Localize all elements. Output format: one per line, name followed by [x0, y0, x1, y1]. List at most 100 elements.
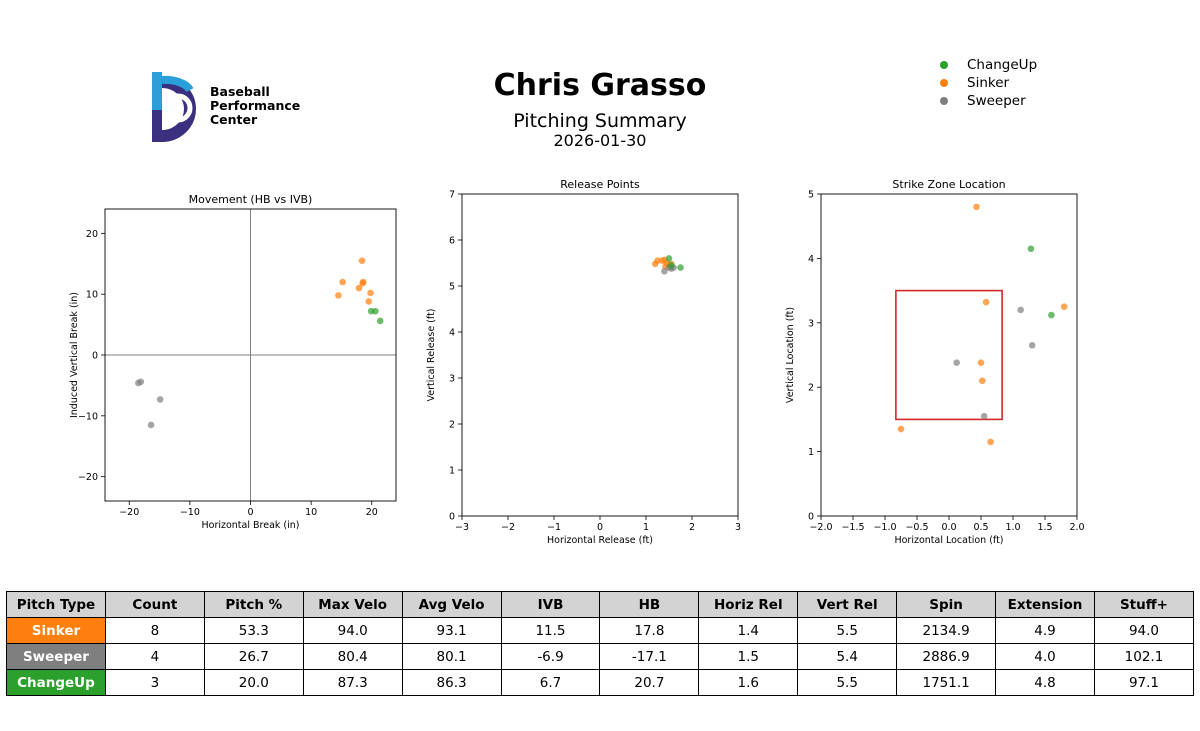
y-tick-label: 6: [449, 236, 455, 247]
legend-item-sinker: Sinker: [940, 74, 1037, 92]
x-tick-label: 1.0: [1005, 522, 1020, 533]
logo-line2: Performance: [210, 98, 300, 113]
cell-ivb: 6.7: [500, 669, 601, 696]
legend-item-sweeper: Sweeper: [940, 92, 1037, 110]
y-tick-label: 4: [808, 254, 814, 265]
y-tick-label: 5: [808, 190, 814, 201]
cell-extension: 4.8: [995, 669, 1095, 696]
y-tick-label: 3: [808, 318, 814, 329]
cell-stuff-plus: 94.0: [1093, 617, 1195, 644]
y-tick-label: 0: [449, 512, 455, 523]
point-changeup: [372, 307, 379, 315]
legend-item-changeup: ChangeUp: [940, 56, 1037, 74]
cell-horiz-rel: 1.6: [698, 669, 799, 696]
movement-chart: Movement (HB vs IVB) −20 −10 0 10 20 −20 −10 0 10…: [69, 193, 397, 531]
y-tick-label: 4: [449, 328, 455, 339]
cell-stuff-plus: 102.1: [1093, 643, 1195, 670]
col-header-spin: Spin: [896, 591, 997, 618]
cell-spin: 2134.9: [896, 617, 997, 644]
cell-count: 4: [104, 643, 205, 670]
cell-pitch-pct: 20.0: [203, 669, 304, 696]
point-sweeper: [147, 421, 155, 429]
cell-hb: 17.8: [599, 617, 700, 644]
point-sinker: [355, 284, 363, 292]
point-sinker: [359, 279, 366, 287]
point-sinker: [978, 377, 986, 385]
x-tick-label: 1.5: [1037, 522, 1052, 533]
cell-vert-rel: 5.4: [797, 643, 898, 670]
y-tick-label: 3: [449, 374, 455, 385]
cell-ivb: 11.5: [500, 617, 601, 644]
logo-line3: Center: [210, 112, 258, 127]
point-sinker: [982, 298, 990, 306]
cell-hb: 20.7: [599, 669, 700, 696]
page-subtitle: Pitching Summary: [513, 110, 687, 132]
x-tick-label: 0: [247, 507, 253, 518]
y-tick-label: 20: [86, 229, 98, 240]
cell-max-velo: 87.3: [302, 669, 403, 696]
y-tick-label: 1: [808, 447, 814, 458]
x-tick-label: −1.0: [873, 522, 896, 533]
page-title: Chris Grasso: [493, 68, 707, 103]
brand-logo: Baseball Performance Center: [150, 70, 310, 146]
cell-pitch-type: ChangeUp: [6, 669, 106, 696]
legend-marker-sweeper: [940, 97, 948, 105]
table-header-row: Pitch Type Count Pitch % Max Velo Avg Ve…: [6, 591, 1195, 618]
legend-marker-sinker: [940, 79, 948, 87]
summary-date: 2026-01-30: [553, 131, 647, 150]
y-tick-label: 2: [449, 420, 455, 431]
zone-y-axis-label: Vertical Location (ft): [785, 307, 796, 403]
x-tick-label: 0.5: [973, 522, 988, 533]
cell-avg-velo: 80.1: [401, 643, 502, 670]
legend-label-changeup: ChangeUp: [967, 57, 1038, 73]
cell-vert-rel: 5.5: [797, 669, 898, 696]
point-sweeper: [1017, 306, 1024, 314]
legend-marker-changeup: [940, 61, 948, 69]
cell-count: 3: [104, 669, 205, 696]
point-sinker: [1060, 303, 1068, 311]
point-sinker: [977, 359, 985, 367]
y-tick-label: 0: [92, 351, 98, 362]
col-header-avg-velo: Avg Velo: [401, 591, 502, 618]
col-header-count: Count: [104, 591, 205, 618]
zone-chart: Strike Zone Location −2.0 −1.5 −1.0 −0.5 0.0 0…: [785, 178, 1085, 546]
x-tick-label: 20: [366, 507, 378, 518]
cell-avg-velo: 86.3: [401, 669, 502, 696]
cell-extension: 4.0: [995, 643, 1095, 670]
zone-x-axis-label: Horizontal Location (ft): [894, 535, 1003, 546]
cell-extension: 4.9: [995, 617, 1095, 644]
y-tick-label: 10: [86, 290, 98, 301]
y-tick-label: −10: [78, 411, 98, 422]
x-tick-label: 0: [597, 522, 603, 533]
point-sweeper: [953, 359, 960, 367]
cell-max-velo: 94.0: [302, 617, 403, 644]
col-header-extension: Extension: [995, 591, 1095, 618]
release-chart: Release Points −3 −2 −1 0 1 2 3 0 1 2 3 4 5 6 7 Horizont…: [426, 178, 741, 546]
y-tick-label: 7: [449, 190, 455, 201]
point-changeup: [665, 255, 673, 262]
movement-x-axis-label: Horizontal Break (in): [201, 520, 299, 531]
cell-pitch-pct: 26.7: [203, 643, 304, 670]
point-sinker: [339, 278, 346, 286]
point-sweeper: [980, 412, 988, 420]
cell-spin: 1751.1: [896, 669, 997, 696]
point-changeup: [1048, 311, 1055, 319]
cell-horiz-rel: 1.4: [698, 617, 799, 644]
y-tick-label: 1: [449, 466, 455, 477]
movement-chart-title: Movement (HB vs IVB): [189, 193, 313, 206]
cell-pitch-type: Sinker: [6, 617, 106, 644]
zone-plot-frame: [820, 193, 1078, 517]
cell-ivb: -6.9: [500, 643, 601, 670]
legend-label-sinker: Sinker: [967, 75, 1010, 91]
col-header-horiz-rel: Horiz Rel: [698, 591, 799, 618]
point-sinker: [358, 257, 366, 265]
x-tick-label: 10: [305, 507, 317, 518]
point-sinker: [987, 438, 994, 446]
point-sinker: [654, 257, 661, 265]
legend-label-sweeper: Sweeper: [967, 93, 1026, 109]
movement-y-axis-label: Induced Vertical Break (in): [69, 292, 80, 418]
point-changeup: [668, 262, 675, 269]
point-sweeper: [156, 396, 164, 403]
y-tick-label: −20: [78, 472, 98, 483]
point-changeup: [376, 317, 384, 325]
